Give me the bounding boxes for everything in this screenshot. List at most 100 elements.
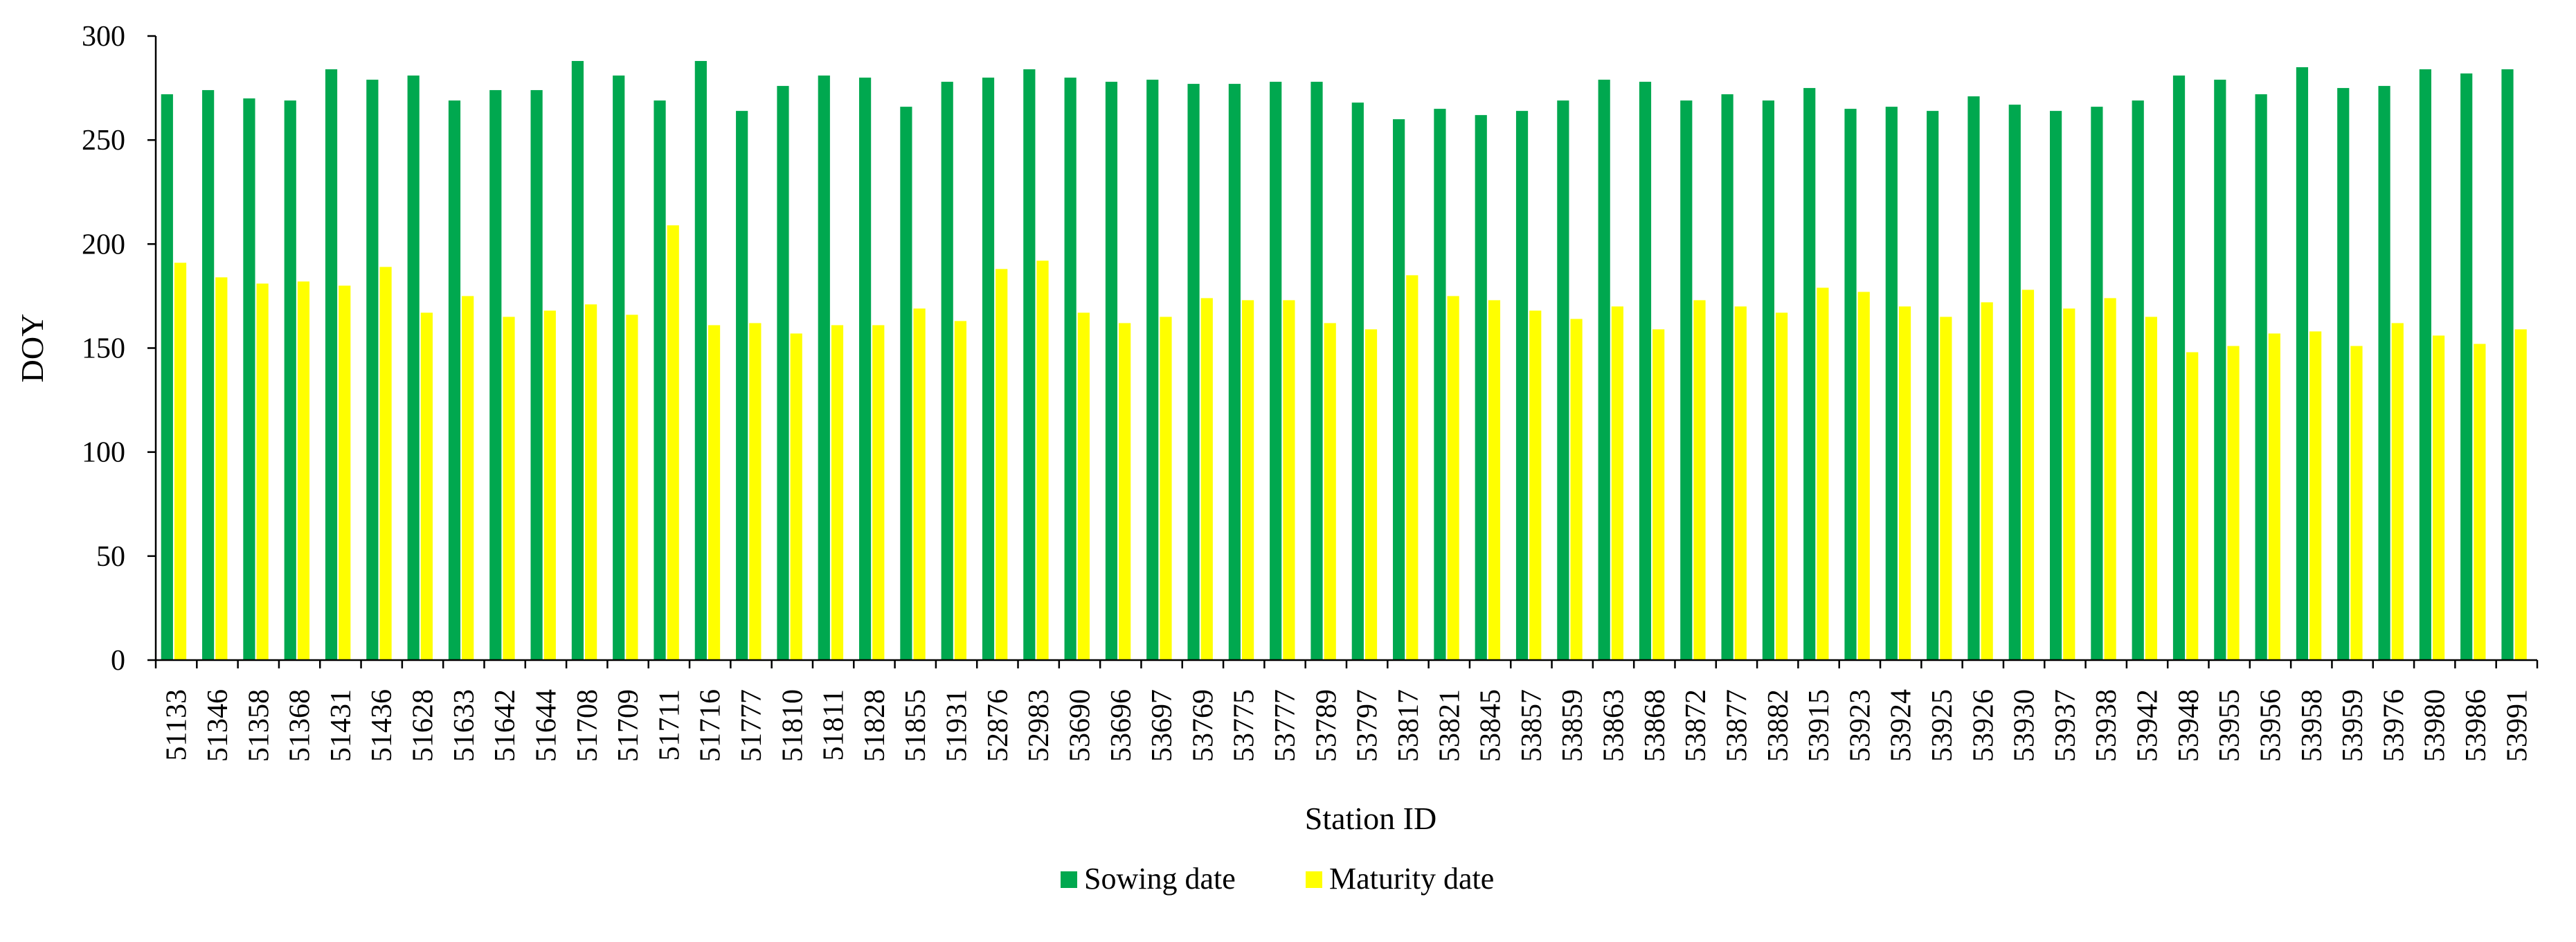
bar-maturity-53991	[2514, 329, 2527, 660]
bar-sowing-51346	[202, 90, 215, 661]
bar-maturity-51709	[626, 314, 638, 660]
bar-maturity-53956	[2268, 333, 2280, 660]
bar-maturity-53817	[1406, 275, 1418, 660]
bar-sowing-53882	[1762, 100, 1775, 661]
bar-sowing-53938	[2091, 107, 2103, 661]
bar-maturity-53882	[1776, 312, 1788, 660]
x-tick-label-51633: 51633	[449, 689, 480, 762]
x-tick-label-53777: 53777	[1270, 689, 1301, 762]
bar-maturity-53930	[2021, 290, 2035, 660]
bar-sowing-51855	[900, 107, 912, 661]
bar-sowing-53925	[1927, 111, 1939, 660]
x-tick-label-53696: 53696	[1106, 689, 1137, 762]
bar-sowing-51777	[736, 111, 748, 660]
x-tick-label-53930: 53930	[2009, 689, 2041, 762]
bar-maturity-53845	[1488, 300, 1501, 660]
y-tick-label-150: 150	[82, 333, 125, 365]
x-tick-label-53958: 53958	[2296, 689, 2328, 762]
x-tick-label-52876: 52876	[982, 689, 1014, 762]
x-tick-label-53991: 53991	[2501, 689, 2533, 762]
bar-sowing-53690	[1064, 78, 1077, 660]
bar-sowing-51709	[613, 75, 625, 660]
legend-swatch-maturity	[1306, 871, 1322, 888]
bar-maturity-51628	[420, 312, 433, 660]
bar-maturity-51716	[708, 325, 721, 660]
bar-sowing-52983	[1023, 69, 1036, 661]
bar-maturity-53857	[1529, 310, 1542, 660]
bar-sowing-53817	[1393, 119, 1405, 660]
x-tick-label-51931: 51931	[942, 689, 973, 762]
bar-sowing-53845	[1475, 115, 1487, 660]
bar-sowing-53958	[2296, 67, 2309, 661]
bar-sowing-53821	[1434, 109, 1446, 660]
bar-maturity-53923	[1857, 292, 1870, 660]
bar-sowing-53976	[2378, 86, 2390, 660]
y-tick-label-250: 250	[82, 125, 125, 157]
bar-maturity-51346	[215, 277, 228, 660]
x-tick-label-53915: 53915	[1803, 689, 1835, 762]
bar-maturity-53863	[1611, 306, 1623, 660]
bar-sowing-51642	[489, 90, 502, 661]
bar-sowing-51811	[818, 75, 830, 660]
labels-layer: 0 50 100 150 200 250 300 51133 51346 51358 51368 51…	[15, 21, 2533, 836]
bar-maturity-53955	[2227, 346, 2240, 660]
legend-label-sowing: Sowing date	[1084, 862, 1236, 896]
bar-maturity-51810	[790, 333, 802, 660]
bar-maturity-53959	[2350, 346, 2363, 660]
bar-maturity-53926	[1981, 302, 1993, 660]
bar-maturity-53797	[1364, 329, 1378, 660]
x-tick-label-51368: 51368	[285, 689, 316, 762]
x-tick-label-53924: 53924	[1886, 689, 1918, 762]
bar-sowing-53789	[1310, 82, 1323, 660]
x-tick-label-53948: 53948	[2173, 689, 2205, 762]
bar-maturity-53937	[2063, 308, 2075, 660]
bar-maturity-53958	[2309, 331, 2322, 660]
x-tick-label-53872: 53872	[1680, 689, 1712, 762]
x-tick-label-51708: 51708	[572, 689, 604, 762]
x-tick-label-53697: 53697	[1146, 689, 1178, 762]
bars-layer	[161, 61, 2527, 661]
x-tick-label-53937: 53937	[2050, 689, 2082, 762]
bar-sowing-53923	[1844, 109, 1857, 660]
bar-maturity-53821	[1447, 296, 1459, 660]
bar-sowing-51810	[777, 86, 789, 660]
bar-maturity-53859	[1570, 319, 1583, 660]
bar-maturity-53938	[2104, 298, 2116, 660]
bar-maturity-53915	[1817, 287, 1829, 660]
bar-sowing-51644	[530, 90, 543, 661]
bar-sowing-53696	[1105, 82, 1118, 660]
bar-maturity-53942	[2145, 317, 2158, 660]
bar-maturity-53976	[2391, 323, 2404, 660]
bar-sowing-51828	[858, 78, 872, 660]
bar-sowing-51628	[407, 75, 420, 660]
bar-sowing-51633	[448, 100, 461, 661]
bar-sowing-51133	[161, 94, 173, 661]
bar-maturity-53696	[1119, 323, 1131, 660]
bar-sowing-51436	[366, 80, 379, 660]
bar-maturity-53877	[1734, 306, 1747, 660]
bar-sowing-51931	[941, 82, 953, 660]
x-tick-label-53926: 53926	[1967, 689, 1999, 762]
y-axis-title: DOY	[15, 314, 50, 383]
bar-sowing-53991	[2501, 69, 2514, 661]
bar-sowing-51716	[694, 61, 707, 661]
y-tick-label-0: 0	[111, 645, 125, 677]
x-tick-label-51431: 51431	[325, 689, 357, 762]
x-tick-label-53845: 53845	[1475, 689, 1507, 762]
bar-maturity-51828	[872, 325, 885, 660]
y-tick-label-100: 100	[82, 437, 125, 469]
x-tick-label-53769: 53769	[1187, 689, 1219, 762]
x-tick-label-51358: 51358	[243, 689, 275, 762]
x-tick-label-53877: 53877	[1721, 689, 1753, 762]
bar-sowing-53872	[1680, 100, 1693, 661]
bar-sowing-53956	[2255, 94, 2267, 661]
bar-sowing-53797	[1351, 103, 1364, 661]
bar-maturity-51642	[503, 317, 515, 660]
x-tick-label-51828: 51828	[859, 689, 891, 762]
bar-sowing-53924	[1885, 107, 1898, 661]
bar-maturity-51711	[667, 225, 679, 660]
bar-maturity-51133	[174, 263, 187, 660]
x-tick-label-51716: 51716	[695, 689, 727, 762]
x-tick-label-51855: 51855	[900, 689, 932, 762]
